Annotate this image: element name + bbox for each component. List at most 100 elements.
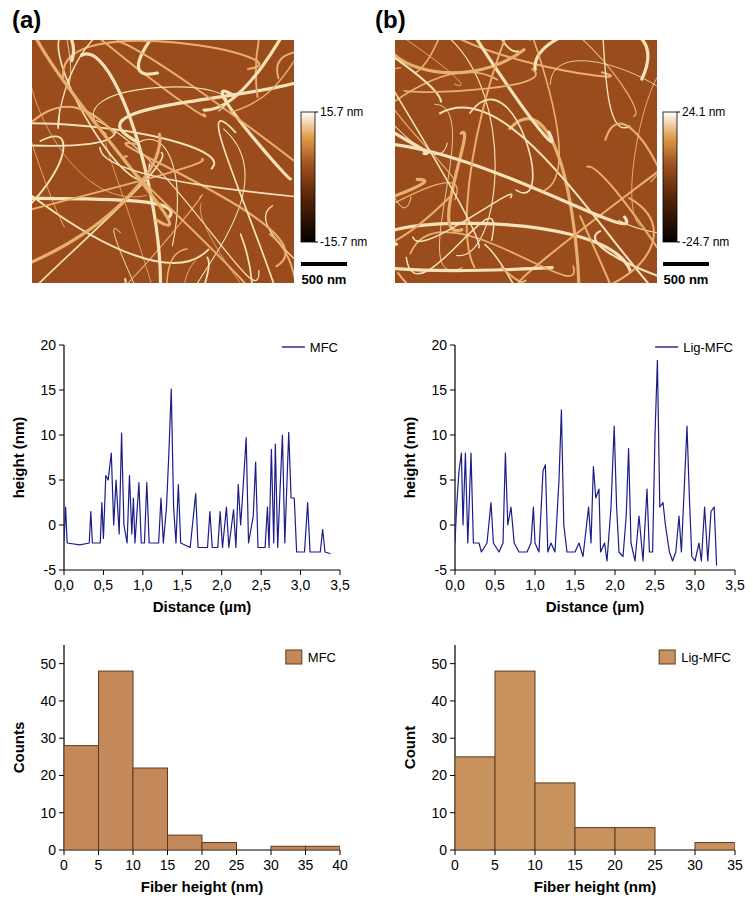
- y-tick-label: 0: [48, 842, 56, 858]
- x-tick: [103, 570, 104, 575]
- y-tick: [450, 775, 455, 776]
- histogram: 010203040500510152025303540Fiber height …: [10, 645, 348, 895]
- afm-panel: (b)-24.7 nm24.1 nm500 nm: [171, 0, 753, 455]
- legend-label: Lig-MFC: [683, 340, 733, 355]
- hist-bar: [64, 746, 99, 850]
- x-tick-label: 5: [95, 857, 103, 873]
- y-tick: [450, 700, 455, 701]
- hist-bar: [695, 843, 735, 850]
- y-tick: [59, 390, 64, 391]
- fiber: [406, 218, 493, 274]
- hist-bar: [535, 783, 575, 850]
- legend-label: MFC: [308, 650, 336, 665]
- fiber: [535, 40, 648, 79]
- fiber: [241, 234, 254, 283]
- x-tick-label: 1,0: [525, 577, 545, 593]
- fiber: [395, 40, 518, 51]
- fiber: [138, 40, 286, 74]
- fiber: [580, 216, 634, 283]
- fiber: [594, 40, 630, 128]
- marks: [64, 671, 340, 850]
- fiber: [32, 40, 170, 225]
- x-tick-label: 0,0: [445, 577, 465, 593]
- x-tick-label: 1,5: [173, 577, 193, 593]
- x-tick: [615, 570, 616, 575]
- colorbar-tick: [677, 112, 680, 113]
- marks: [455, 360, 717, 565]
- x-tick: [575, 850, 576, 855]
- y-tick-label: 15: [431, 382, 447, 398]
- y-tick: [450, 850, 455, 851]
- x-tick-label: 15: [567, 857, 583, 873]
- x-tick: [236, 850, 237, 855]
- y-tick: [59, 663, 64, 664]
- x-tick-label: 1,5: [565, 577, 585, 593]
- fiber: [32, 107, 114, 222]
- y-tick-label: 50: [40, 656, 56, 672]
- x-tick-label: 3,5: [725, 577, 745, 593]
- fiber: [32, 159, 203, 221]
- y-tick: [59, 775, 64, 776]
- scale-bar: [663, 262, 709, 266]
- colorbar-tick: [315, 112, 318, 113]
- hist-bar: [615, 828, 655, 850]
- x-tick-label: 3,0: [291, 577, 311, 593]
- fiber: [125, 279, 148, 283]
- x-tick-label: 20: [607, 857, 623, 873]
- legend-label: MFC: [310, 340, 338, 355]
- y-tick: [59, 700, 64, 701]
- x-tick: [535, 570, 536, 575]
- fiber: [395, 183, 457, 283]
- x-tick: [575, 570, 576, 575]
- y-tick: [59, 435, 64, 436]
- line-chart: -5051015200,00,51,01,52,02,53,03,5Distan…: [10, 337, 350, 615]
- x-tick: [535, 850, 536, 855]
- x-tick: [695, 850, 696, 855]
- hist-bar: [271, 846, 306, 850]
- fiber: [395, 68, 455, 182]
- x-tick: [167, 850, 168, 855]
- y-tick-label: 10: [40, 427, 56, 443]
- x-tick: [221, 570, 222, 575]
- x-tick-label: 20: [194, 857, 210, 873]
- fiber: [485, 245, 587, 283]
- x-tick-label: 40: [332, 857, 348, 873]
- profile-line: [64, 389, 331, 554]
- x-tick-label: 30: [687, 857, 703, 873]
- fiber: [449, 132, 465, 230]
- y-tick: [59, 525, 64, 526]
- x-axis: [64, 569, 340, 570]
- x-tick-label: 35: [298, 857, 314, 873]
- fiber: [100, 148, 294, 212]
- afm-texture: [395, 40, 657, 283]
- fiber: [200, 203, 294, 283]
- fiber: [229, 40, 294, 113]
- fiber: [395, 40, 411, 208]
- x-tick: [495, 570, 496, 575]
- legend-label: Lig-MFC: [681, 650, 731, 665]
- fiber: [413, 194, 512, 241]
- histogram: 0102030405005101520253035Fiber height (n…: [401, 645, 743, 895]
- y-tick-label: -5: [435, 562, 448, 578]
- y-tick: [450, 663, 455, 664]
- hist-bar: [237, 850, 272, 851]
- x-tick-label: 25: [229, 857, 245, 873]
- y-tick: [450, 390, 455, 391]
- panel-letter: (a): [12, 6, 41, 33]
- x-tick: [340, 570, 341, 575]
- x-tick-label: 35: [727, 857, 743, 873]
- x-tick: [133, 850, 134, 855]
- hist-bar: [168, 835, 203, 850]
- colorbar: [301, 112, 315, 242]
- x-tick-label: 25: [647, 857, 663, 873]
- x-tick-label: 2,5: [251, 577, 271, 593]
- fiber: [32, 81, 147, 197]
- x-tick: [735, 850, 736, 855]
- x-axis: [455, 569, 735, 570]
- fiber: [158, 249, 187, 283]
- y-axis-title: height (nm): [401, 417, 418, 499]
- x-tick: [98, 850, 99, 855]
- y-tick: [450, 525, 455, 526]
- x-tick-label: 10: [527, 857, 543, 873]
- hist-bar: [495, 671, 535, 850]
